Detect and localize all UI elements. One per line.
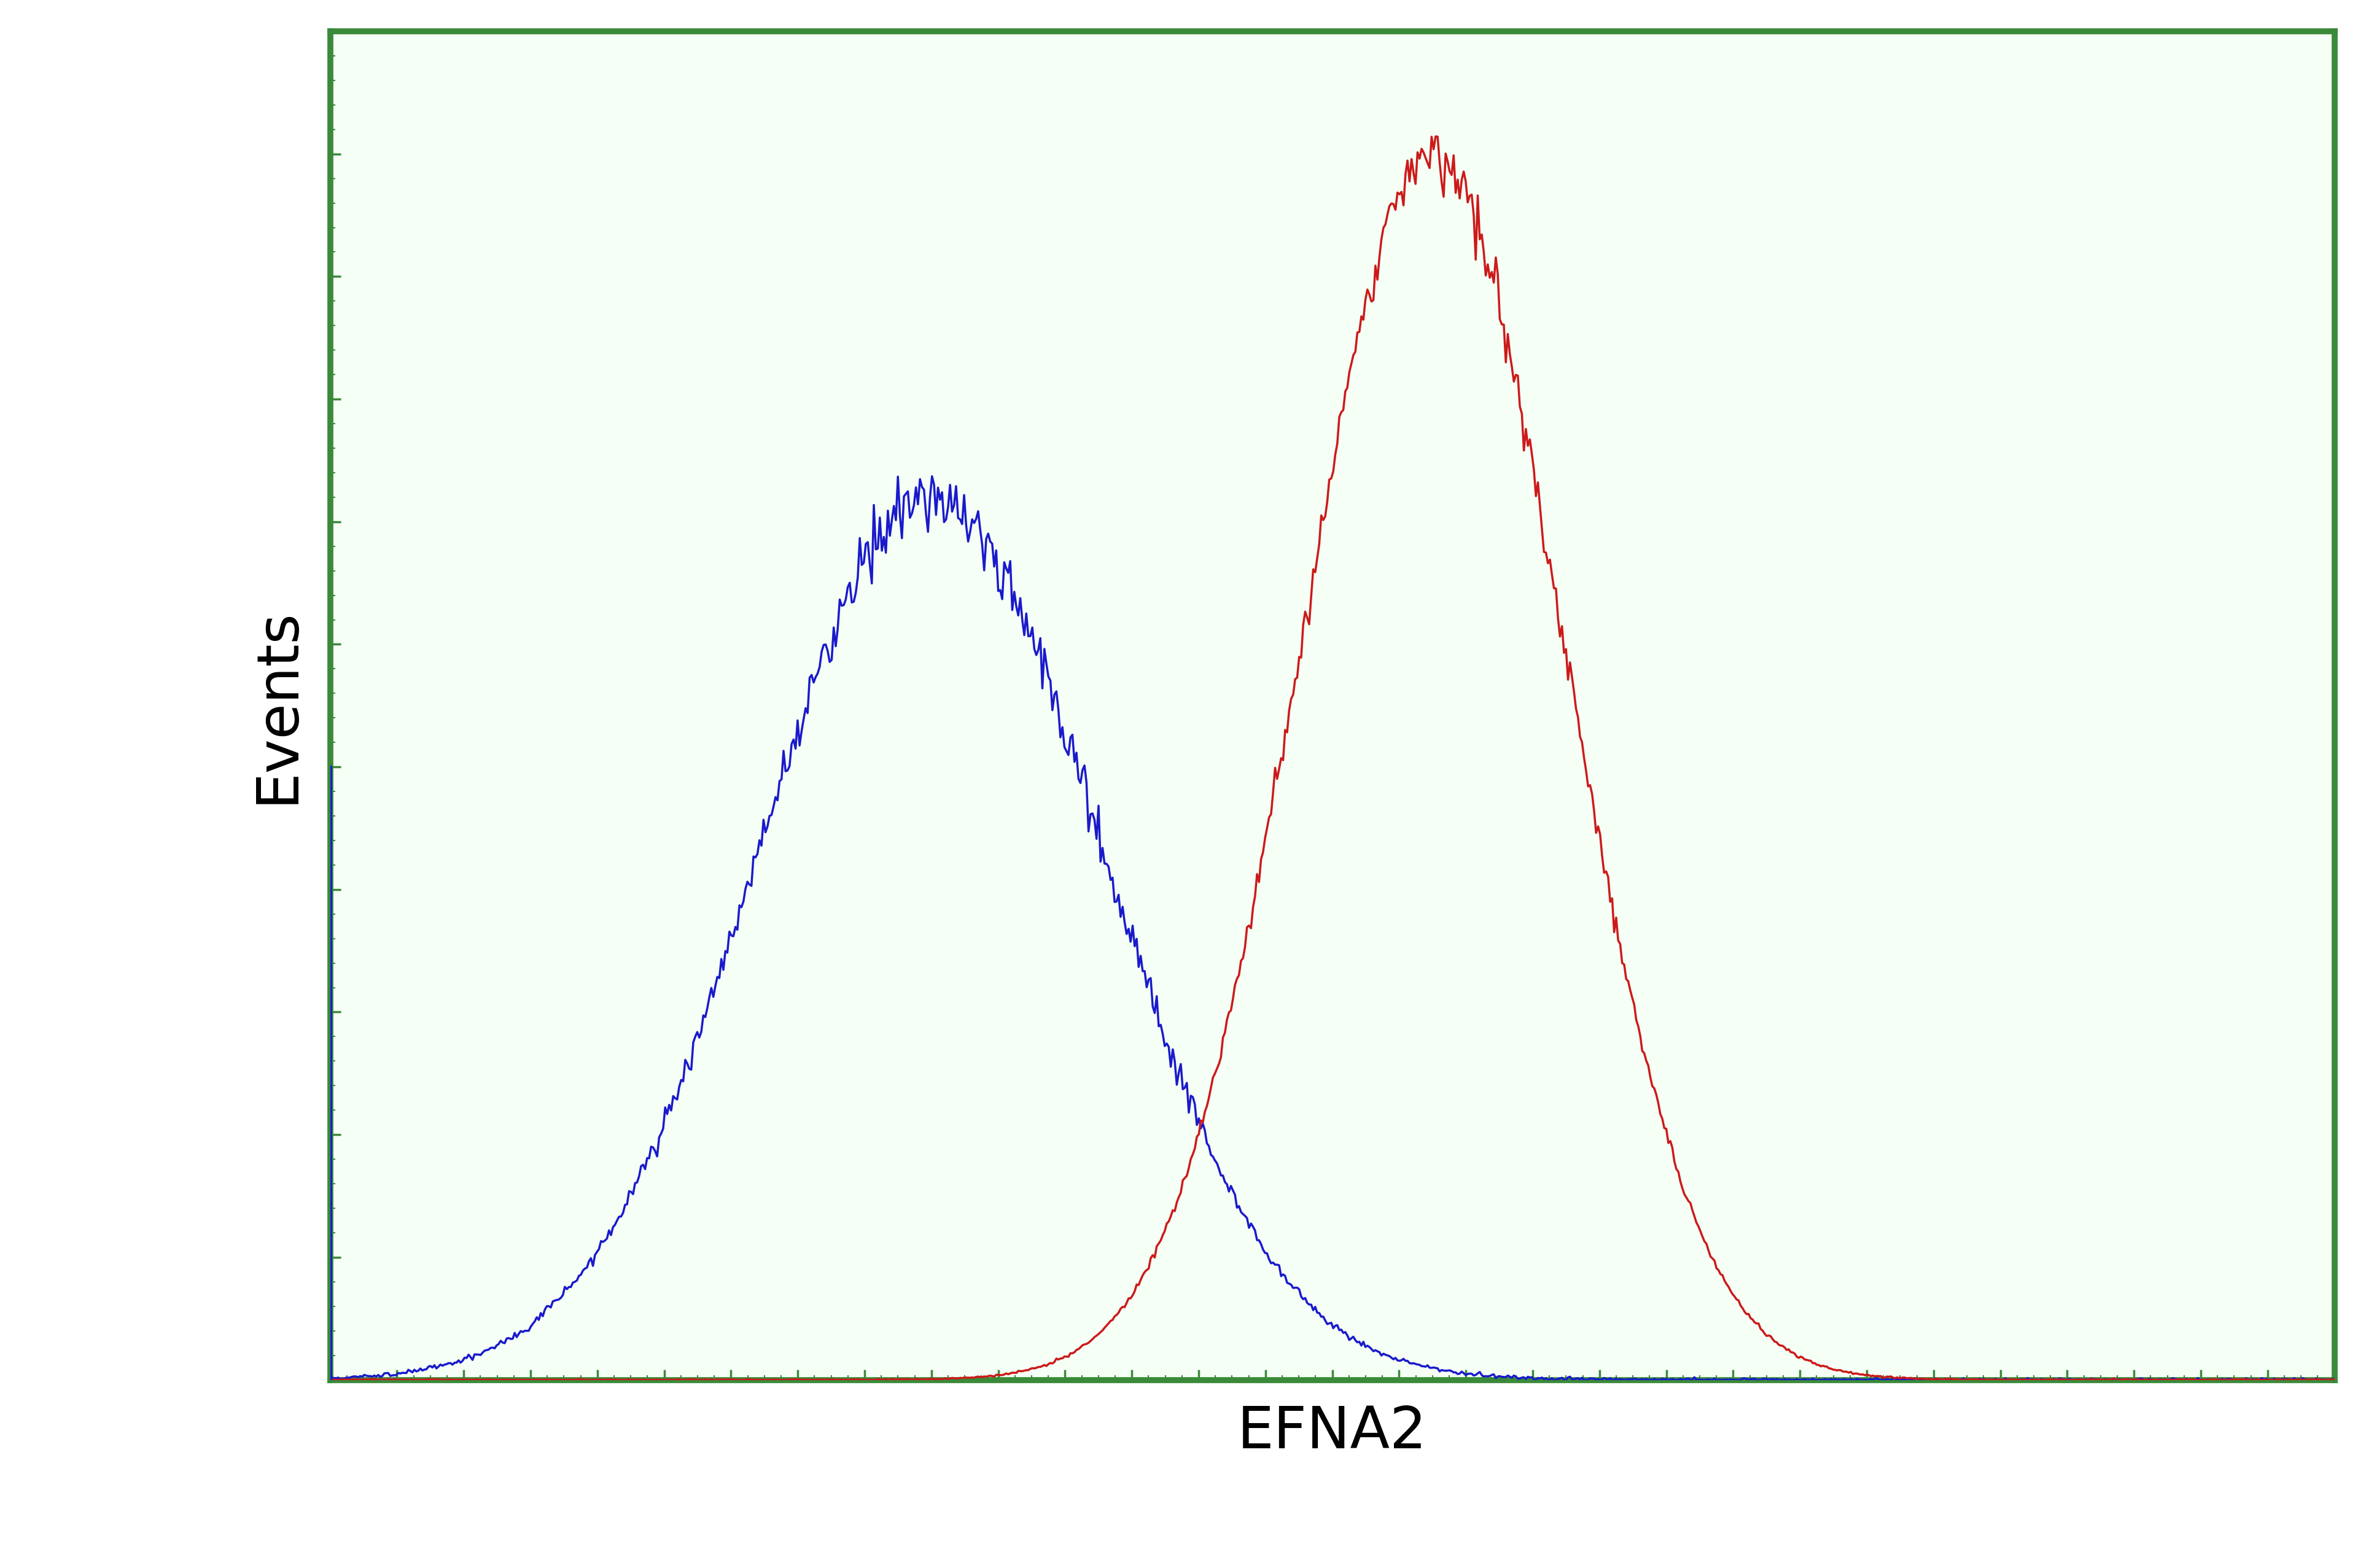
Y-axis label: Events: Events [250, 607, 307, 804]
X-axis label: EFNA2: EFNA2 [1238, 1403, 1427, 1461]
